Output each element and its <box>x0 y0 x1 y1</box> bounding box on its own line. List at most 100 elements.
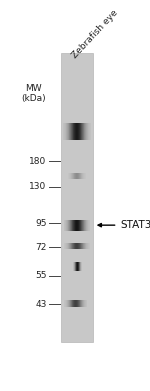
Bar <box>66 220 67 231</box>
Bar <box>83 220 84 231</box>
Bar <box>84 123 85 140</box>
Bar <box>85 243 86 249</box>
Bar <box>67 220 68 231</box>
Bar <box>70 123 71 140</box>
Bar <box>82 243 83 249</box>
Bar <box>79 220 80 231</box>
Bar <box>73 123 74 140</box>
Bar <box>83 300 84 307</box>
Bar <box>69 300 70 307</box>
Text: 130: 130 <box>29 183 47 192</box>
Bar <box>66 123 67 140</box>
Bar <box>69 220 70 231</box>
Bar <box>68 173 69 179</box>
Bar <box>79 243 80 249</box>
Bar <box>69 123 70 140</box>
Text: MW
(kDa): MW (kDa) <box>22 84 46 103</box>
Bar <box>81 123 82 140</box>
Bar <box>85 173 86 179</box>
Bar <box>66 300 67 307</box>
Bar <box>66 243 67 249</box>
Bar <box>79 173 80 179</box>
Bar <box>81 243 82 249</box>
Bar <box>89 123 90 140</box>
Bar <box>75 243 76 249</box>
Bar <box>77 173 78 179</box>
Bar <box>86 123 87 140</box>
Bar <box>68 220 69 231</box>
Bar <box>82 173 83 179</box>
Bar <box>67 123 68 140</box>
Bar <box>76 243 77 249</box>
Bar <box>77 300 78 307</box>
Bar <box>80 300 81 307</box>
Bar <box>82 123 83 140</box>
Bar <box>88 220 89 231</box>
Bar <box>74 300 75 307</box>
Bar <box>73 243 74 249</box>
Bar <box>81 173 82 179</box>
Bar <box>75 123 76 140</box>
Text: 95: 95 <box>35 219 47 228</box>
Bar <box>87 220 88 231</box>
Bar <box>84 300 85 307</box>
Bar <box>82 220 83 231</box>
Text: Zebrafish eye: Zebrafish eye <box>70 9 120 61</box>
Bar <box>80 243 81 249</box>
Bar <box>86 220 87 231</box>
Bar <box>81 220 82 231</box>
Bar <box>72 243 73 249</box>
Bar <box>72 220 73 231</box>
Bar <box>76 220 77 231</box>
Bar <box>85 220 86 231</box>
Bar <box>69 243 70 249</box>
Bar <box>78 300 79 307</box>
Bar <box>87 123 88 140</box>
Bar <box>88 243 89 249</box>
Bar <box>74 123 75 140</box>
Bar <box>81 300 82 307</box>
Bar <box>80 123 81 140</box>
Bar <box>63 123 64 140</box>
Bar <box>82 243 83 249</box>
Bar <box>71 300 72 307</box>
Text: 43: 43 <box>35 300 47 309</box>
Bar <box>83 123 84 140</box>
Text: 55: 55 <box>35 271 47 280</box>
Bar <box>90 123 91 140</box>
Bar <box>89 220 90 231</box>
Bar <box>63 220 64 231</box>
Bar <box>69 173 70 179</box>
Bar <box>76 123 77 140</box>
Bar <box>65 243 66 249</box>
Bar <box>86 300 87 307</box>
Bar <box>88 123 89 140</box>
Bar <box>85 123 86 140</box>
Bar <box>70 300 71 307</box>
Bar <box>65 300 66 307</box>
Bar <box>68 123 69 140</box>
Bar <box>70 173 71 179</box>
Bar <box>77 123 78 140</box>
Bar <box>61 53 93 342</box>
Bar <box>84 220 85 231</box>
Bar <box>78 173 79 179</box>
Bar <box>71 123 72 140</box>
Bar <box>71 173 72 179</box>
Bar <box>65 123 66 140</box>
Bar <box>78 220 79 231</box>
Bar <box>89 243 90 249</box>
Bar <box>70 220 71 231</box>
Bar <box>76 173 77 179</box>
Bar <box>84 173 85 179</box>
Bar <box>73 173 74 179</box>
Bar <box>68 243 69 249</box>
Bar <box>86 243 87 249</box>
Bar <box>64 243 65 249</box>
Bar <box>70 243 71 249</box>
Bar <box>71 243 72 249</box>
Bar <box>85 173 86 179</box>
Bar <box>74 220 75 231</box>
Bar <box>77 220 78 231</box>
Bar <box>76 300 77 307</box>
